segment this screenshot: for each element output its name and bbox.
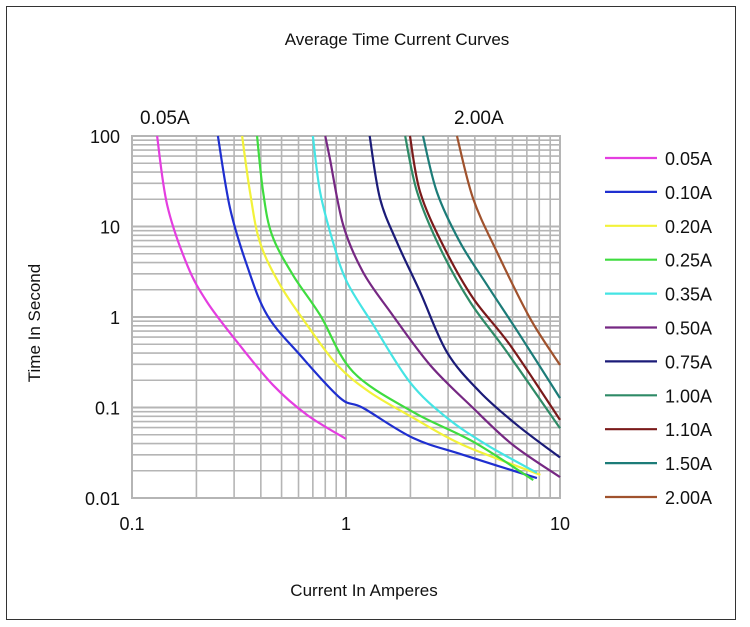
curve-1.00A [404,135,561,429]
legend-label: 0.25A [665,251,712,271]
legend-label: 1.10A [665,420,712,440]
legend-label: 1.50A [665,454,712,474]
legend-label: 0.75A [665,352,712,372]
y-tick-label: 0.1 [95,399,120,419]
y-axis-label: Time In Second [25,264,44,382]
y-tick-label: 0.01 [85,489,120,509]
annotation-high: 2.00A [454,108,504,129]
legend-label: 0.20A [665,217,712,237]
curve-0.20A [241,135,541,476]
curve-0.75A [368,135,561,459]
legend-item: 0.05A [605,149,712,169]
legend-label: 2.00A [665,488,712,508]
annotation-low: 0.05A [140,108,190,129]
legend-label: 0.10A [665,183,712,203]
x-tick-label: 1 [341,514,351,534]
x-tick-label: 10 [550,514,570,534]
legend-item: 0.35A [605,285,712,305]
legend-item: 1.10A [605,420,712,440]
legend: 0.05A 0.10A 0.20A 0.25A 0.35A 0.50A 0.75A 1.00A… [605,149,712,508]
curve-1.10A [408,135,561,421]
legend-label: 1.00A [665,386,712,406]
x-axis-label: Current In Amperes [290,581,437,600]
legend-item: 0.75A [605,352,712,372]
legend-item: 0.50A [605,319,712,339]
curve-1.50A [421,135,561,399]
legend-label: 0.50A [665,319,712,339]
legend-item: 0.10A [605,183,712,203]
curve-0.25A [255,135,534,481]
ticks: 0.1 1 10 100 10 1 0.1 0.01 [85,127,570,534]
curve-0.10A [216,135,538,480]
curve-0.50A [324,135,561,479]
curve-2.00A [455,135,561,366]
y-tick-label: 100 [90,127,120,147]
legend-item: 1.50A [605,454,712,474]
legend-item: 1.00A [605,386,712,406]
y-tick-label: 10 [100,218,120,238]
legend-label: 0.35A [665,285,712,305]
curve-0.05A [156,135,347,440]
legend-item: 0.20A [605,217,712,237]
curve-0.35A [311,135,538,474]
legend-item: 2.00A [605,488,712,508]
y-tick-label: 1 [110,308,120,328]
legend-item: 0.25A [605,251,712,271]
curves [156,135,561,481]
x-tick-label: 0.1 [119,514,144,534]
legend-label: 0.05A [665,149,712,169]
chart-title: Average Time Current Curves [285,30,510,49]
grid [131,135,561,499]
